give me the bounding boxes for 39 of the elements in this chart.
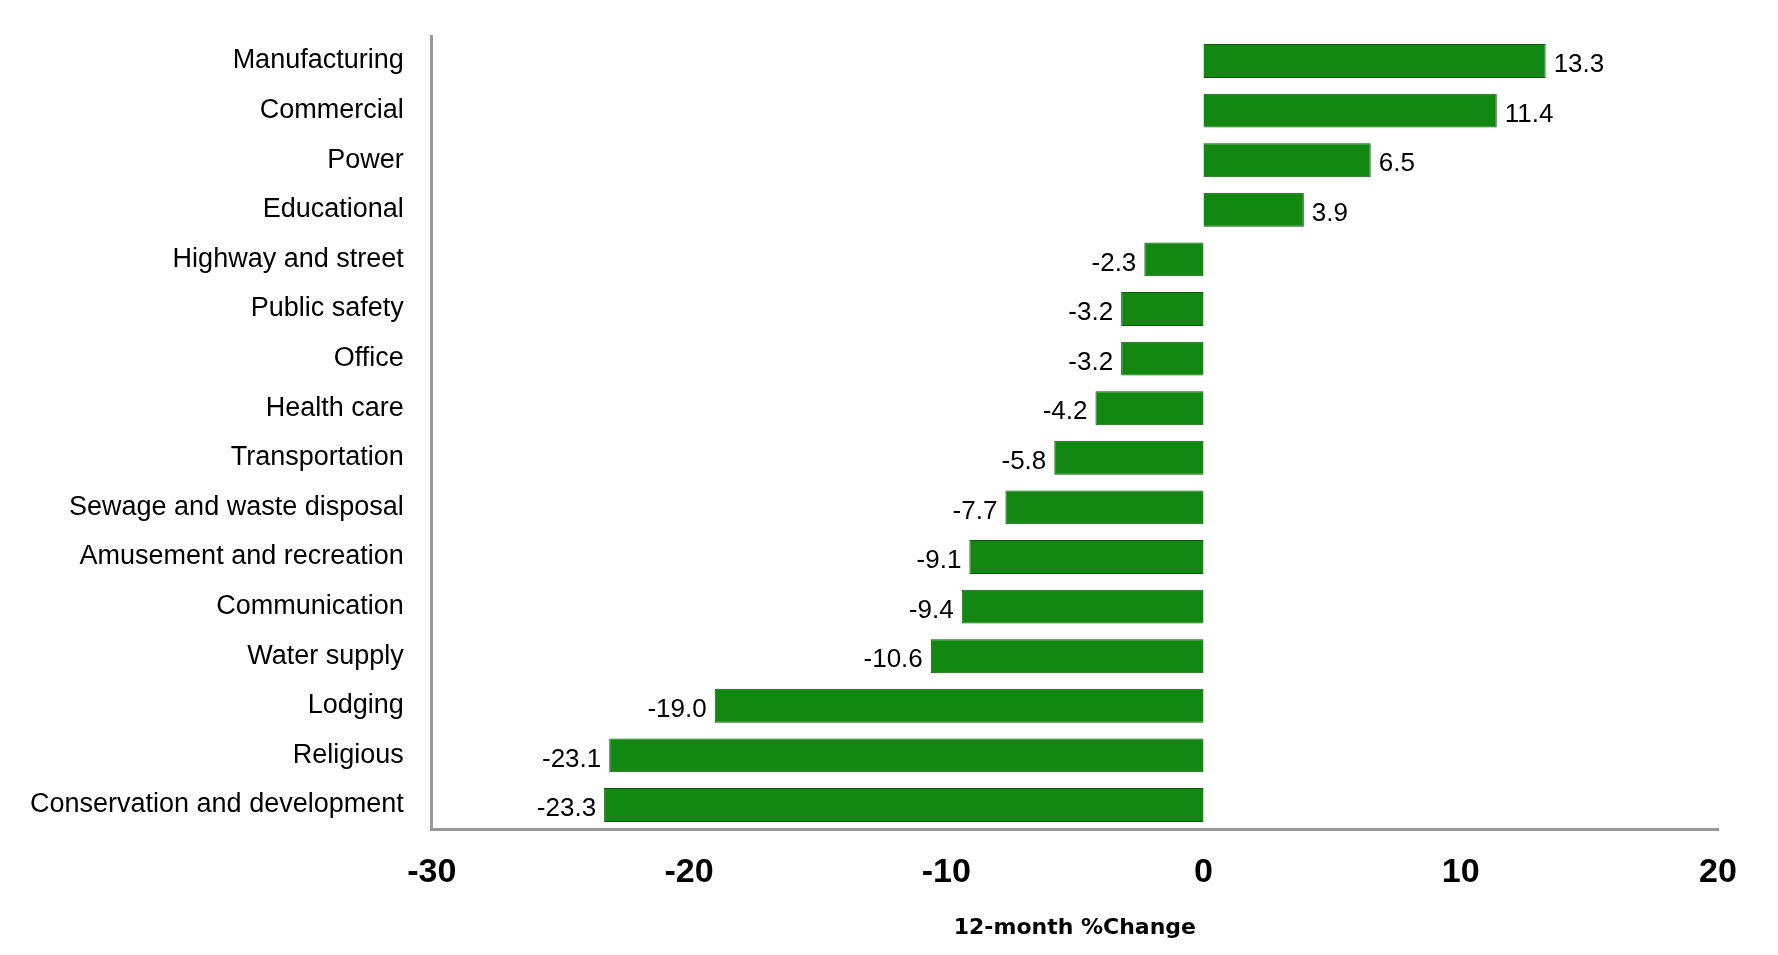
data-label: -2.3 xyxy=(1091,246,1137,277)
y-tick-label: Office xyxy=(333,342,404,373)
data-label: -3.2 xyxy=(1068,296,1114,327)
y-tick-label: Commercial xyxy=(259,94,404,125)
data-label: -10.6 xyxy=(863,643,923,674)
y-tick-label: Religious xyxy=(292,738,404,769)
x-axis-title: 12-month %Change xyxy=(953,913,1197,939)
x-tick-label: 0 xyxy=(1194,850,1213,889)
y-tick-label: Transportation xyxy=(230,441,404,472)
data-label: -3.2 xyxy=(1068,345,1114,376)
y-tick-label: Conservation and development xyxy=(29,788,405,819)
x-tick-label: -30 xyxy=(407,850,457,889)
data-label: -9.4 xyxy=(908,593,954,624)
y-tick-label: Lodging xyxy=(307,689,404,720)
y-tick-label: Amusement and recreation xyxy=(79,540,404,571)
data-label: -23.3 xyxy=(536,792,597,823)
data-label: -19.0 xyxy=(647,692,707,723)
data-label: -4.2 xyxy=(1042,395,1088,426)
data-label: -9.1 xyxy=(916,544,962,575)
x-tick-label: 10 xyxy=(1441,850,1480,889)
y-tick-label: Highway and street xyxy=(172,242,405,273)
y-tick-label: Public safety xyxy=(250,292,405,323)
x-tick-label: -20 xyxy=(664,850,714,889)
y-tick-label: Sewage and waste disposal xyxy=(69,490,404,521)
data-label: -7.7 xyxy=(952,494,998,525)
data-label: -23.1 xyxy=(541,742,602,773)
data-label: 13.3 xyxy=(1553,48,1605,79)
y-tick-label: Educational xyxy=(262,193,404,224)
data-label: 6.5 xyxy=(1378,147,1415,178)
data-label: -5.8 xyxy=(1001,444,1047,475)
y-tick-label: Communication xyxy=(216,590,404,621)
y-tick-label: Manufacturing xyxy=(232,44,404,75)
x-tick-label: 20 xyxy=(1699,850,1737,889)
y-tick-label: Power xyxy=(327,143,404,174)
x-tick-label: -10 xyxy=(921,850,971,889)
data-label: 3.9 xyxy=(1311,196,1348,227)
y-tick-label: Water supply xyxy=(247,639,405,670)
y-tick-label: Health care xyxy=(265,391,404,422)
data-label: 11.4 xyxy=(1504,97,1554,128)
